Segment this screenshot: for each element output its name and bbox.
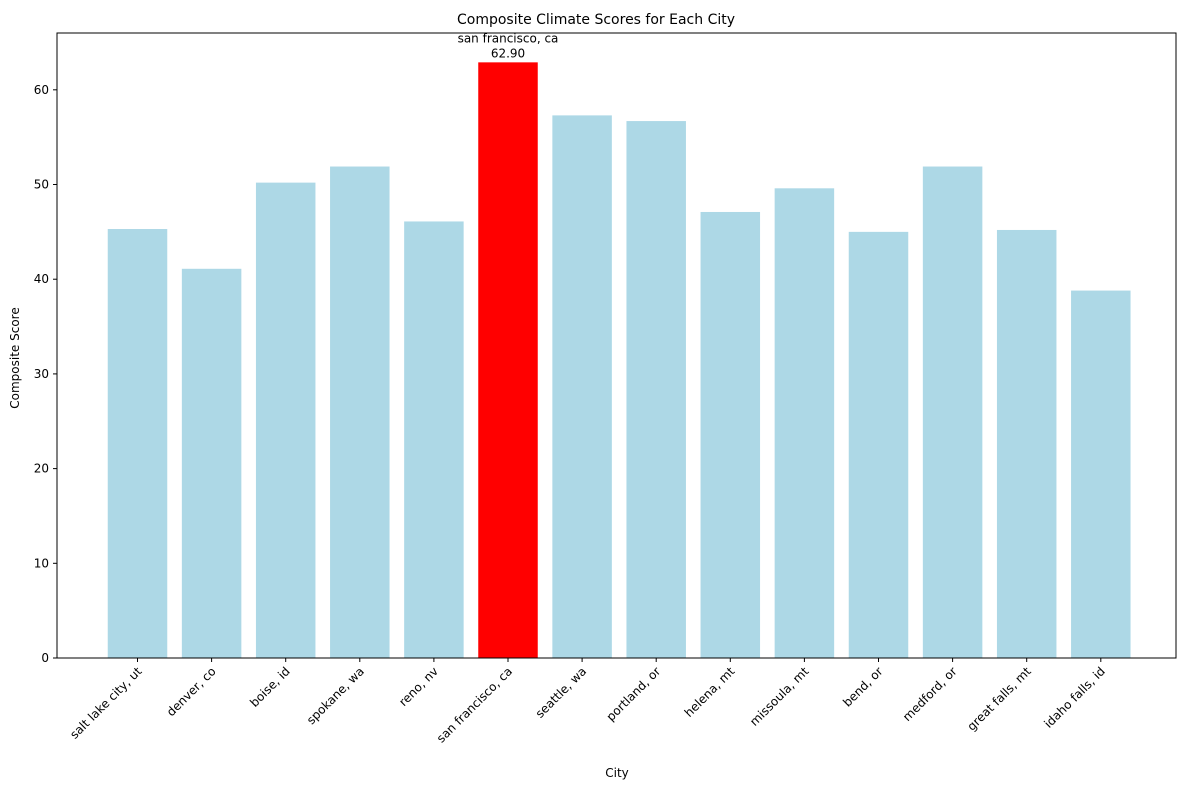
x-tick-label: bend, or <box>840 664 885 709</box>
x-tick-label: spokane, wa <box>304 664 367 727</box>
highlight-annotation: san francisco, ca 62.90 <box>458 31 559 60</box>
bar-helena-mt <box>700 211 761 658</box>
bar-bend-or <box>848 231 909 658</box>
y-tick-label: 20 <box>34 462 49 476</box>
x-tick-label: denver, co <box>164 664 219 719</box>
bar-salt-lake-city-ut <box>107 229 168 659</box>
bar-portland-or <box>626 121 686 659</box>
y-tick-label: 60 <box>34 83 49 97</box>
x-tick-label: boise, id <box>247 664 293 710</box>
x-tick-label: seattle, wa <box>533 664 590 721</box>
bar-boise-id <box>255 182 316 658</box>
x-tick-label: portland, or <box>604 664 664 724</box>
y-tick-label: 50 <box>34 178 49 192</box>
x-tick-label: helena, mt <box>682 664 738 720</box>
x-tick-label: reno, nv <box>396 664 441 709</box>
bar-medford-or <box>922 166 983 659</box>
bar-denver-co <box>181 268 242 658</box>
bar-spokane-wa <box>330 166 390 659</box>
y-tick-label: 40 <box>34 272 49 286</box>
chart-title: Composite Climate Scores for Each City <box>457 12 735 28</box>
plot-frame <box>56 32 1177 659</box>
highlight-label-name: san francisco, ca <box>458 31 559 45</box>
x-axis-label: City <box>605 766 629 780</box>
bar-idaho-falls-id <box>1071 290 1131 658</box>
x-tick-group: salt lake city, ut denver, co boise, id spo… <box>67 658 1108 745</box>
y-tick-label: 10 <box>34 556 49 570</box>
y-axis-label: Composite Score <box>8 307 22 408</box>
x-tick-label: great falls, mt <box>964 664 1034 734</box>
bar-great-falls-mt <box>996 229 1057 658</box>
bar-missoula-mt <box>774 188 835 658</box>
bar-san-francisco-ca <box>478 62 538 658</box>
y-tick-label: 30 <box>34 367 49 381</box>
x-tick-label: medford, or <box>900 664 960 724</box>
y-tick-label: 0 <box>41 651 49 665</box>
highlight-label-value: 62.90 <box>491 46 525 60</box>
bar-reno-nv <box>404 221 464 659</box>
x-tick-label: salt lake city, ut <box>67 664 145 742</box>
y-tick-group: 0 10 20 30 40 50 60 <box>34 83 57 665</box>
bar-seattle-wa <box>552 115 612 659</box>
x-tick-label: san francisco, ca <box>434 664 515 745</box>
x-tick-label: missoula, mt <box>747 664 812 729</box>
bar-group <box>107 62 1131 659</box>
x-tick-label: idaho falls, id <box>1041 664 1108 731</box>
